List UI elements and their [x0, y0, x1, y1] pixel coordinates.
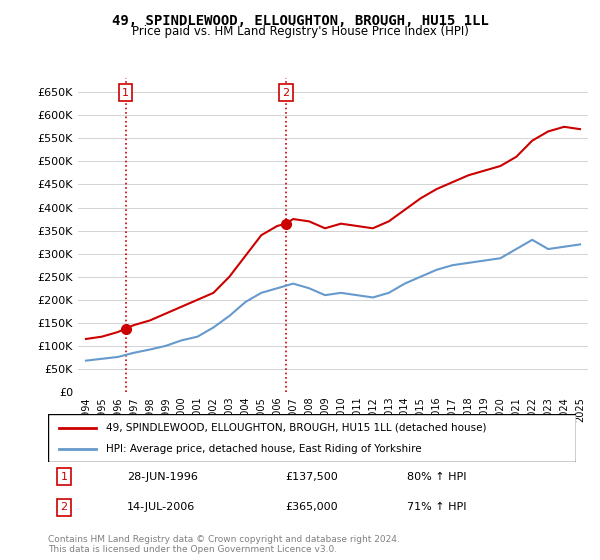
Text: 28-JUN-1996: 28-JUN-1996 — [127, 472, 198, 482]
Text: Contains HM Land Registry data © Crown copyright and database right 2024.
This d: Contains HM Land Registry data © Crown c… — [48, 535, 400, 554]
Text: 1: 1 — [61, 472, 67, 482]
Text: 2: 2 — [60, 502, 67, 512]
FancyBboxPatch shape — [48, 414, 576, 462]
Text: £365,000: £365,000 — [286, 502, 338, 512]
Text: 49, SPINDLEWOOD, ELLOUGHTON, BROUGH, HU15 1LL: 49, SPINDLEWOOD, ELLOUGHTON, BROUGH, HU1… — [112, 14, 488, 28]
Text: 2: 2 — [282, 88, 289, 98]
Text: 80% ↑ HPI: 80% ↑ HPI — [407, 472, 467, 482]
Text: 14-JUL-2006: 14-JUL-2006 — [127, 502, 196, 512]
Text: 1: 1 — [122, 88, 129, 98]
Text: £137,500: £137,500 — [286, 472, 338, 482]
Text: 71% ↑ HPI: 71% ↑ HPI — [407, 502, 467, 512]
Text: HPI: Average price, detached house, East Riding of Yorkshire: HPI: Average price, detached house, East… — [106, 444, 422, 454]
Text: Price paid vs. HM Land Registry's House Price Index (HPI): Price paid vs. HM Land Registry's House … — [131, 25, 469, 38]
Text: 49, SPINDLEWOOD, ELLOUGHTON, BROUGH, HU15 1LL (detached house): 49, SPINDLEWOOD, ELLOUGHTON, BROUGH, HU1… — [106, 423, 487, 433]
